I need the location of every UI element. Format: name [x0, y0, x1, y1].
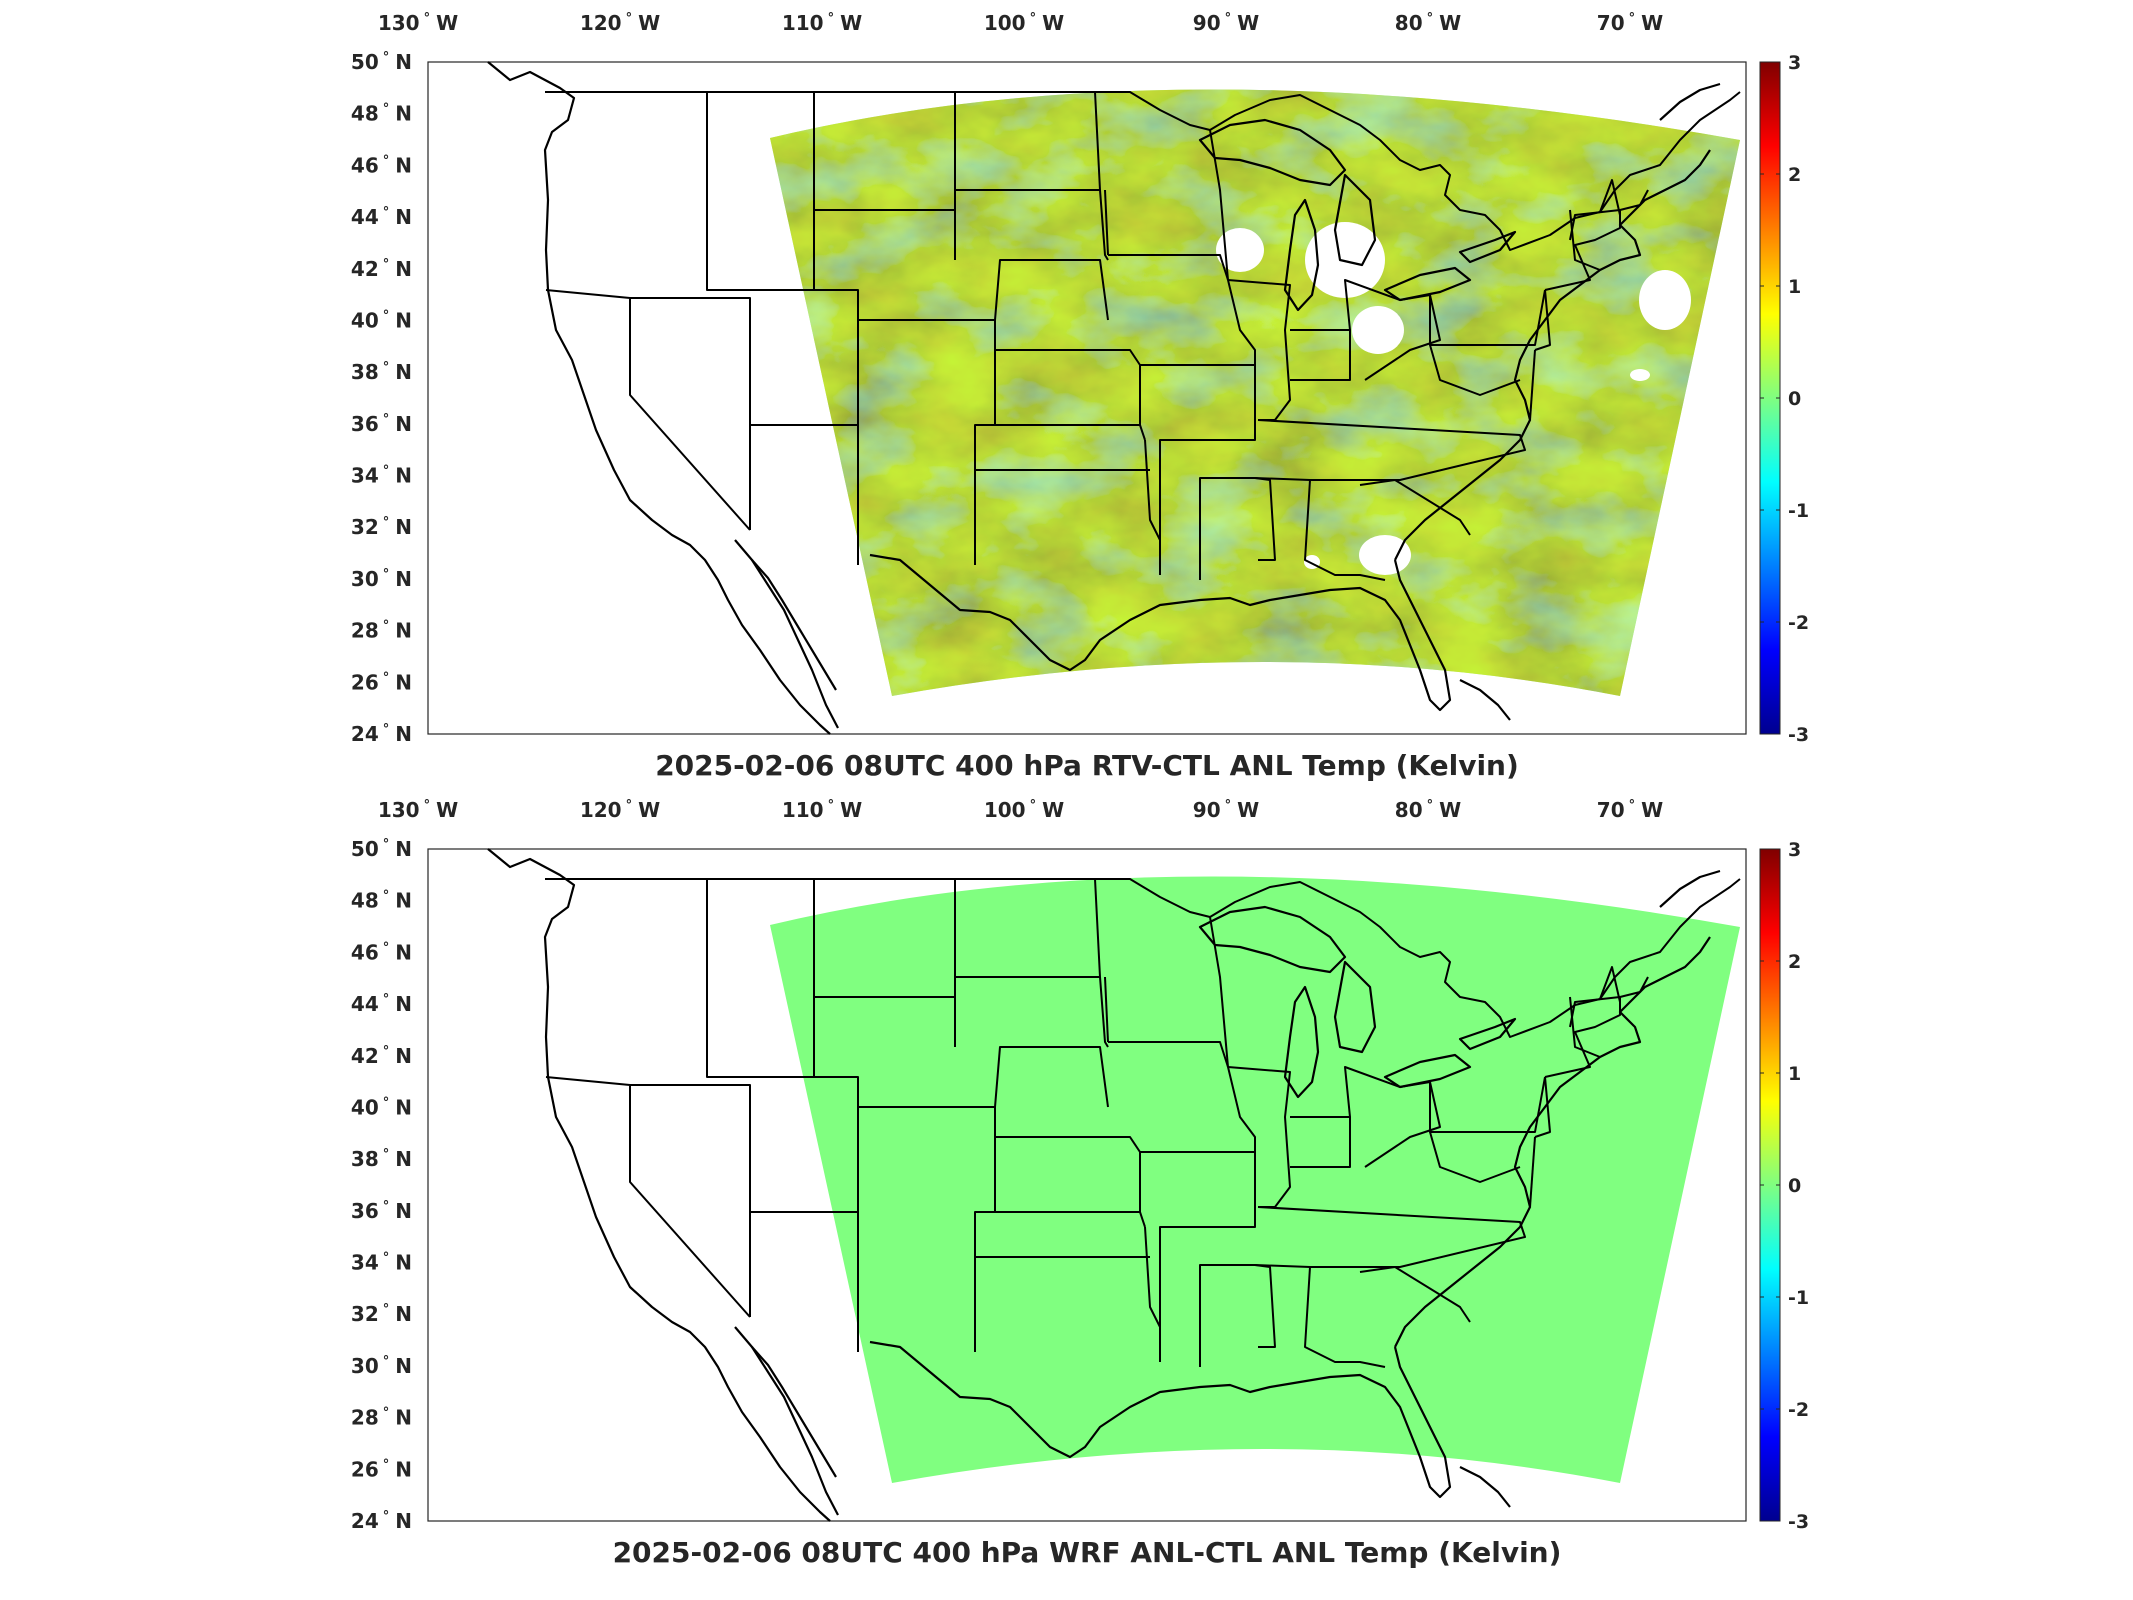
lat-tick-label: 34 ° N — [351, 464, 412, 488]
lat-tick-label: 38 ° N — [351, 360, 412, 384]
colorbar-tick-label: 3 — [1788, 52, 1801, 74]
map-lines — [487, 848, 1741, 1522]
lon-tick-label: 120 ° W — [580, 11, 660, 35]
lat-tick-label: 42 ° N — [351, 257, 412, 281]
missing-data-patches — [1216, 222, 1691, 575]
lat-tick-label: 48 ° N — [351, 102, 412, 126]
colorbar-tick-label: 1 — [1788, 1063, 1801, 1085]
lat-tick-label: 44 ° N — [351, 205, 412, 229]
lon-tick-label: 130 ° W — [378, 798, 458, 822]
colorbar-tick-label: 0 — [1788, 388, 1801, 410]
panel-title: 2025-02-06 08UTC 400 hPa RTV-CTL ANL Tem… — [655, 749, 1519, 782]
lat-tick-label: 46 ° N — [351, 153, 412, 177]
lat-tick-label: 34 ° N — [351, 1251, 412, 1275]
lat-tick-label: 30 ° N — [351, 567, 412, 591]
lon-tick-label: 110 ° W — [782, 11, 862, 35]
colorbar-tick-label: -3 — [1788, 724, 1809, 746]
lat-tick-label: 50 ° N — [351, 837, 412, 861]
lon-tick-label: 130 ° W — [378, 11, 458, 35]
colorbar-tick-label: -2 — [1788, 1399, 1809, 1421]
map-panel-1: 3 2 1 0 -1 -2 -3 130 ° W 120 ° W 110 ° W 100 ° W 90 ° W 80 ° W 7… — [351, 11, 1809, 782]
lon-tick-label: 110 ° W — [782, 798, 862, 822]
colorbar-ticks: 3 2 1 0 -1 -2 -3 — [1760, 839, 1809, 1533]
lon-tick-label: 100 ° W — [984, 798, 1064, 822]
longitude-ticks: 130 ° W 120 ° W 110 ° W 100 ° W 90 ° W 80 ° W 70 ° W — [378, 11, 1663, 35]
lat-tick-label: 48 ° N — [351, 889, 412, 913]
latitude-ticks: 50 ° N 48 ° N 46 ° N 44 ° N 42 ° N 40 ° N 38 ° N 36 ° N 34 ° N 32 ° N… — [351, 50, 412, 746]
lon-tick-label: 80 ° W — [1395, 798, 1461, 822]
lon-tick-label: 70 ° W — [1597, 11, 1663, 35]
colorbar-tick-label: -1 — [1788, 1287, 1809, 1309]
colorbar-tick-label: 2 — [1788, 164, 1801, 186]
lat-tick-label: 36 ° N — [351, 412, 412, 436]
longitude-ticks: 130 ° W 120 ° W 110 ° W 100 ° W 90 ° W 80 ° W 70 ° W — [378, 798, 1663, 822]
lat-tick-label: 26 ° N — [351, 1457, 412, 1481]
panel-title: 2025-02-06 08UTC 400 hPa WRF ANL-CTL ANL… — [613, 1536, 1562, 1569]
map-panel-2: 3 2 1 0 -1 -2 -3 130 ° W 120 ° W 110 ° W 100 ° W 90 ° W 80 ° W 7… — [351, 798, 1809, 1569]
lat-tick-label: 40 ° N — [351, 1095, 412, 1119]
lat-tick-label: 24 ° N — [351, 722, 412, 746]
colorbar-tick-label: 0 — [1788, 1175, 1801, 1197]
lon-tick-label: 70 ° W — [1597, 798, 1663, 822]
lat-tick-label: 26 ° N — [351, 670, 412, 694]
lat-tick-label: 32 ° N — [351, 1302, 412, 1326]
colorbar-tick-label: -3 — [1788, 1511, 1809, 1533]
colorbar-tick-label: 1 — [1788, 276, 1801, 298]
colorbar-tick-label: 3 — [1788, 839, 1801, 861]
lat-tick-label: 32 ° N — [351, 515, 412, 539]
colorbar-tick-label: 2 — [1788, 951, 1801, 973]
colorbar-tick-label: -2 — [1788, 612, 1809, 634]
lat-tick-label: 38 ° N — [351, 1147, 412, 1171]
lat-tick-label: 28 ° N — [351, 1406, 412, 1430]
lon-tick-label: 90 ° W — [1193, 798, 1259, 822]
colorbar-ticks: 3 2 1 0 -1 -2 -3 — [1760, 52, 1809, 746]
lon-tick-label: 80 ° W — [1395, 11, 1461, 35]
latitude-ticks: 50 ° N 48 ° N 46 ° N 44 ° N 42 ° N 40 ° N 38 ° N 36 ° N 34 ° N 32 ° N… — [351, 837, 412, 1533]
lat-tick-label: 42 ° N — [351, 1044, 412, 1068]
lat-tick-label: 30 ° N — [351, 1354, 412, 1378]
lon-tick-label: 100 ° W — [984, 11, 1064, 35]
lat-tick-label: 36 ° N — [351, 1199, 412, 1223]
lat-tick-label: 50 ° N — [351, 50, 412, 74]
map-lines — [487, 61, 1741, 735]
colorbar-tick-label: -1 — [1788, 500, 1809, 522]
lon-tick-label: 90 ° W — [1193, 11, 1259, 35]
lat-tick-label: 28 ° N — [351, 619, 412, 643]
lat-tick-label: 46 ° N — [351, 940, 412, 964]
lat-tick-label: 44 ° N — [351, 992, 412, 1016]
lat-tick-label: 24 ° N — [351, 1509, 412, 1533]
lat-tick-label: 40 ° N — [351, 308, 412, 332]
lon-tick-label: 120 ° W — [580, 798, 660, 822]
